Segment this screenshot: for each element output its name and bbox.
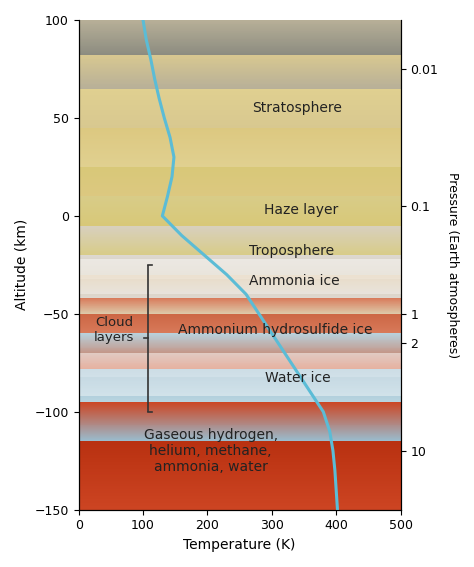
Text: Ammonium hydrosulfide ice: Ammonium hydrosulfide ice [178, 323, 372, 336]
Text: Cloud
layers: Cloud layers [94, 315, 134, 344]
Y-axis label: Altitude (km): Altitude (km) [15, 219, 29, 311]
Y-axis label: Pressure (Earth atmospheres): Pressure (Earth atmospheres) [446, 172, 459, 358]
Text: Haze layer: Haze layer [264, 203, 338, 217]
Text: Water ice: Water ice [265, 371, 330, 386]
X-axis label: Temperature (K): Temperature (K) [183, 538, 296, 552]
Text: Troposphere: Troposphere [248, 244, 334, 258]
Text: Gaseous hydrogen,
helium, methane,
ammonia, water: Gaseous hydrogen, helium, methane, ammon… [144, 428, 278, 474]
Text: Stratosphere: Stratosphere [253, 101, 343, 115]
Text: Ammonia ice: Ammonia ice [249, 273, 340, 287]
